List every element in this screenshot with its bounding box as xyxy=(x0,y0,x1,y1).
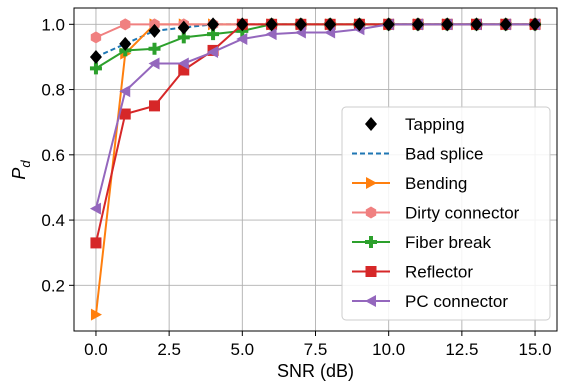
y-tick-label: 0.2 xyxy=(41,276,65,295)
y-axis-label-main: P xyxy=(9,168,29,180)
data-point xyxy=(441,17,454,32)
legend-entry-bending: Bending xyxy=(352,174,467,193)
x-tick-label: 15.0 xyxy=(518,340,551,359)
data-point xyxy=(366,177,377,189)
y-axis-label-subscript: d xyxy=(18,160,33,168)
legend-entry-fiber-break: Fiber break xyxy=(352,233,491,252)
data-point xyxy=(207,17,220,32)
data-point xyxy=(149,100,160,112)
data-point xyxy=(119,108,131,120)
series-line xyxy=(94,23,536,209)
y-axis-label: Pd xyxy=(9,160,33,180)
legend-entry-reflector: Reflector xyxy=(352,263,473,282)
legend-entry-dirty-connector: Dirty connector xyxy=(352,204,520,223)
legend-label: Fiber break xyxy=(405,233,491,252)
axes: 0.0 2.5 5.0 7.5 10.0 12.5 15.0 0.2 0.4 0.6 0.8 1.0 S… xyxy=(9,7,558,381)
data-point xyxy=(294,17,307,32)
data-point xyxy=(207,28,220,41)
data-point xyxy=(89,49,102,64)
data-point xyxy=(365,206,377,219)
data-point xyxy=(148,42,161,55)
series-layer xyxy=(89,17,542,321)
x-tick-label: 0.0 xyxy=(84,340,108,359)
x-tick-label: 5.0 xyxy=(230,340,254,359)
y-tick-label: 0.6 xyxy=(41,146,65,165)
data-point xyxy=(148,57,160,70)
data-point xyxy=(177,57,189,70)
data-point xyxy=(365,236,377,248)
legend-box xyxy=(341,106,551,321)
legend-label: Bending xyxy=(405,174,467,193)
legend-entry-tapping: Tapping xyxy=(365,115,465,134)
data-point xyxy=(148,23,161,38)
data-point xyxy=(90,237,102,249)
legend-entry-bad-splice: Bad splice xyxy=(352,145,483,164)
legend: Tapping Bad splice Bending Dirty connector F… xyxy=(341,106,551,321)
x-axis-label: SNR (dB) xyxy=(277,361,354,381)
legend-label: PC connector xyxy=(405,292,508,311)
x-tick-label: 7.5 xyxy=(304,340,328,359)
data-point xyxy=(382,17,395,32)
data-point xyxy=(177,20,190,35)
x-tick-label: 12.5 xyxy=(445,340,478,359)
data-point xyxy=(365,117,377,131)
data-point xyxy=(90,308,102,321)
series-tapping xyxy=(89,17,542,64)
data-point xyxy=(119,85,131,98)
data-point xyxy=(89,62,102,75)
data-point xyxy=(236,17,249,32)
data-point xyxy=(365,295,376,307)
data-point xyxy=(294,26,306,39)
x-tick-label: 2.5 xyxy=(157,340,181,359)
data-point xyxy=(265,17,278,32)
data-point xyxy=(411,17,424,32)
data-point xyxy=(236,32,248,45)
legend-label: Bad splice xyxy=(405,145,483,164)
legend-entry-pc-connector: PC connector xyxy=(352,292,508,311)
data-point xyxy=(90,31,102,44)
data-point xyxy=(120,18,131,31)
data-point xyxy=(470,17,483,32)
data-point xyxy=(529,17,542,32)
data-point xyxy=(207,46,219,59)
data-point xyxy=(499,17,512,32)
data-point xyxy=(178,64,190,76)
y-tick-label: 0.4 xyxy=(41,211,65,230)
y-tick-label: 1.0 xyxy=(41,15,65,34)
data-point xyxy=(265,28,277,41)
y-tick-label: 0.8 xyxy=(41,81,65,100)
data-point xyxy=(89,202,101,215)
data-point xyxy=(324,17,337,32)
data-point xyxy=(365,266,377,277)
data-point xyxy=(119,36,132,51)
legend-label: Tapping xyxy=(405,115,465,134)
legend-label: Dirty connector xyxy=(405,204,520,223)
data-point xyxy=(324,26,336,39)
x-tick-label: 10.0 xyxy=(372,340,405,359)
data-point xyxy=(177,31,190,44)
legend-label: Reflector xyxy=(405,263,473,282)
data-point xyxy=(353,17,366,32)
